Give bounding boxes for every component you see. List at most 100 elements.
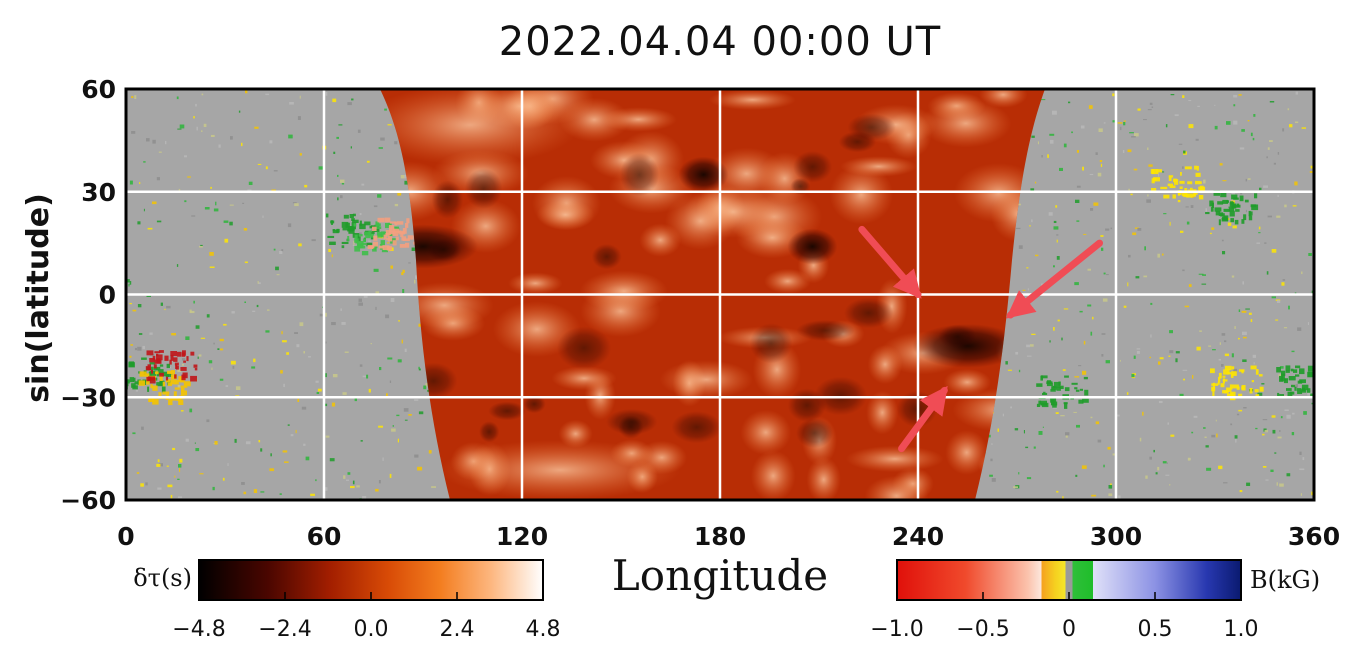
magnetogram-speckle bbox=[1295, 91, 1298, 95]
magnetogram-speckle bbox=[991, 478, 996, 482]
colorbar-b-ticks: −1.0 −0.5 0 0.5 1.0 bbox=[870, 592, 1259, 642]
magnetogram-speckle bbox=[265, 166, 268, 170]
colorbar-tau-tick-label: 4.8 bbox=[526, 617, 561, 642]
active-region-pixel bbox=[1192, 194, 1196, 197]
magnetogram-speckle bbox=[136, 472, 140, 474]
magnetogram-speckle bbox=[232, 365, 235, 369]
magnetogram-speckle bbox=[1055, 205, 1058, 208]
magnetogram-speckle bbox=[287, 223, 292, 228]
magnetogram-speckle bbox=[1126, 392, 1129, 395]
magnetogram-speckle bbox=[1149, 356, 1151, 359]
magnetogram-speckle bbox=[1053, 265, 1055, 268]
magnetogram-speckle bbox=[328, 248, 331, 252]
magnetogram-speckle bbox=[1063, 143, 1067, 148]
magnetogram-speckle bbox=[181, 363, 184, 366]
magnetogram-speckle bbox=[418, 368, 421, 371]
farside-dark-feature bbox=[787, 228, 838, 265]
active-region-pixel bbox=[402, 238, 410, 241]
active-region-pixel bbox=[1249, 388, 1253, 394]
active-region-pixel bbox=[158, 392, 162, 397]
active-region-pixel bbox=[1151, 188, 1157, 192]
magnetogram-speckle bbox=[1080, 125, 1085, 129]
farside-dark-patch bbox=[426, 237, 462, 262]
active-region-pixel bbox=[1046, 382, 1053, 387]
magnetogram-speckle bbox=[1241, 310, 1247, 313]
magnetogram-speckle bbox=[311, 239, 316, 242]
active-region-pixel bbox=[149, 362, 156, 365]
magnetogram-speckle bbox=[1301, 127, 1306, 129]
active-region-pixel bbox=[1299, 368, 1305, 375]
magnetogram-speckle bbox=[397, 192, 402, 196]
magnetogram-speckle bbox=[1075, 474, 1078, 477]
magnetogram-speckle bbox=[1262, 433, 1265, 436]
active-region-pixel bbox=[407, 235, 414, 240]
active-region-pixel bbox=[129, 377, 134, 383]
active-region-pixel bbox=[167, 373, 173, 377]
magnetogram-speckle bbox=[1143, 119, 1147, 121]
magnetogram-speckle bbox=[414, 399, 419, 401]
magnetogram-speckle bbox=[180, 410, 184, 412]
magnetogram-speckle bbox=[431, 486, 436, 488]
active-region-pixel bbox=[396, 221, 404, 225]
active-region-pixel bbox=[170, 354, 174, 361]
active-region-pixel bbox=[1224, 390, 1229, 394]
active-region-pixel bbox=[1040, 400, 1047, 406]
active-region-pixel bbox=[352, 213, 356, 217]
farside-light-patch bbox=[659, 360, 753, 399]
magnetogram-speckle bbox=[252, 310, 256, 312]
active-region-pixel bbox=[1285, 365, 1291, 371]
active-region-pixel bbox=[389, 227, 395, 233]
magnetogram-speckle bbox=[289, 102, 294, 105]
magnetogram-speckle bbox=[325, 435, 330, 438]
magnetogram-speckle bbox=[1142, 411, 1144, 416]
magnetogram-speckle bbox=[1131, 373, 1135, 378]
magnetogram-speckle bbox=[990, 443, 993, 445]
magnetogram-speckle bbox=[1123, 122, 1126, 126]
magnetogram-speckle bbox=[1238, 309, 1241, 312]
magnetogram-speckle bbox=[1214, 125, 1218, 130]
magnetogram-speckle bbox=[1097, 172, 1102, 177]
active-region-pixel bbox=[1228, 207, 1235, 212]
magnetogram-speckle bbox=[1256, 242, 1260, 244]
farside-light-patch bbox=[508, 272, 563, 295]
magnetogram-speckle bbox=[211, 367, 213, 370]
magnetogram-speckle bbox=[1267, 215, 1272, 218]
active-region-pixel bbox=[1248, 215, 1253, 221]
y-axis-label: sin(latitude) bbox=[21, 193, 56, 403]
magnetogram-speckle bbox=[350, 146, 352, 149]
magnetogram-speckle bbox=[380, 137, 385, 141]
magnetogram-speckle bbox=[1253, 362, 1255, 365]
active-region-pixel bbox=[1214, 207, 1222, 212]
magnetogram-speckle bbox=[1014, 428, 1019, 431]
magnetogram-speckle bbox=[265, 93, 270, 96]
active-region-pixel bbox=[1226, 372, 1232, 375]
magnetogram-speckle bbox=[147, 227, 153, 230]
active-region-pixel bbox=[392, 230, 399, 236]
magnetogram-speckle bbox=[1015, 227, 1021, 230]
active-region-pixel bbox=[146, 379, 150, 385]
magnetogram-speckle bbox=[1279, 430, 1281, 432]
magnetogram-speckle bbox=[1271, 296, 1276, 299]
active-region-pixel bbox=[167, 370, 173, 374]
active-region-pixel bbox=[373, 235, 378, 241]
colorbar-tau-tick-label: 2.4 bbox=[440, 617, 475, 642]
farside-dark-patch bbox=[522, 394, 546, 414]
magnetogram-speckle bbox=[189, 310, 195, 314]
magnetogram-speckle bbox=[1196, 346, 1201, 351]
magnetogram-speckle bbox=[1048, 212, 1053, 216]
active-region-pixel bbox=[1249, 211, 1253, 216]
y-tick-labels: 60 30 0 −30 −60 bbox=[60, 75, 116, 515]
magnetogram-speckle bbox=[305, 456, 310, 461]
magnetogram-speckle bbox=[244, 261, 248, 264]
plot-frame bbox=[124, 87, 1316, 502]
magnetogram-speckle bbox=[1061, 337, 1063, 341]
active-region-pixel bbox=[332, 229, 339, 234]
magnetogram-speckle bbox=[223, 323, 227, 326]
magnetogram-speckle bbox=[363, 295, 368, 298]
active-region-pixel bbox=[1212, 391, 1215, 397]
active-region-pixel bbox=[1036, 403, 1041, 407]
active-region-pixel bbox=[1259, 386, 1264, 392]
x-tick-labels: 0 60 120 180 240 300 360 bbox=[117, 522, 1340, 551]
active-region-pixel bbox=[159, 372, 164, 377]
magnetogram-speckle bbox=[414, 279, 416, 284]
